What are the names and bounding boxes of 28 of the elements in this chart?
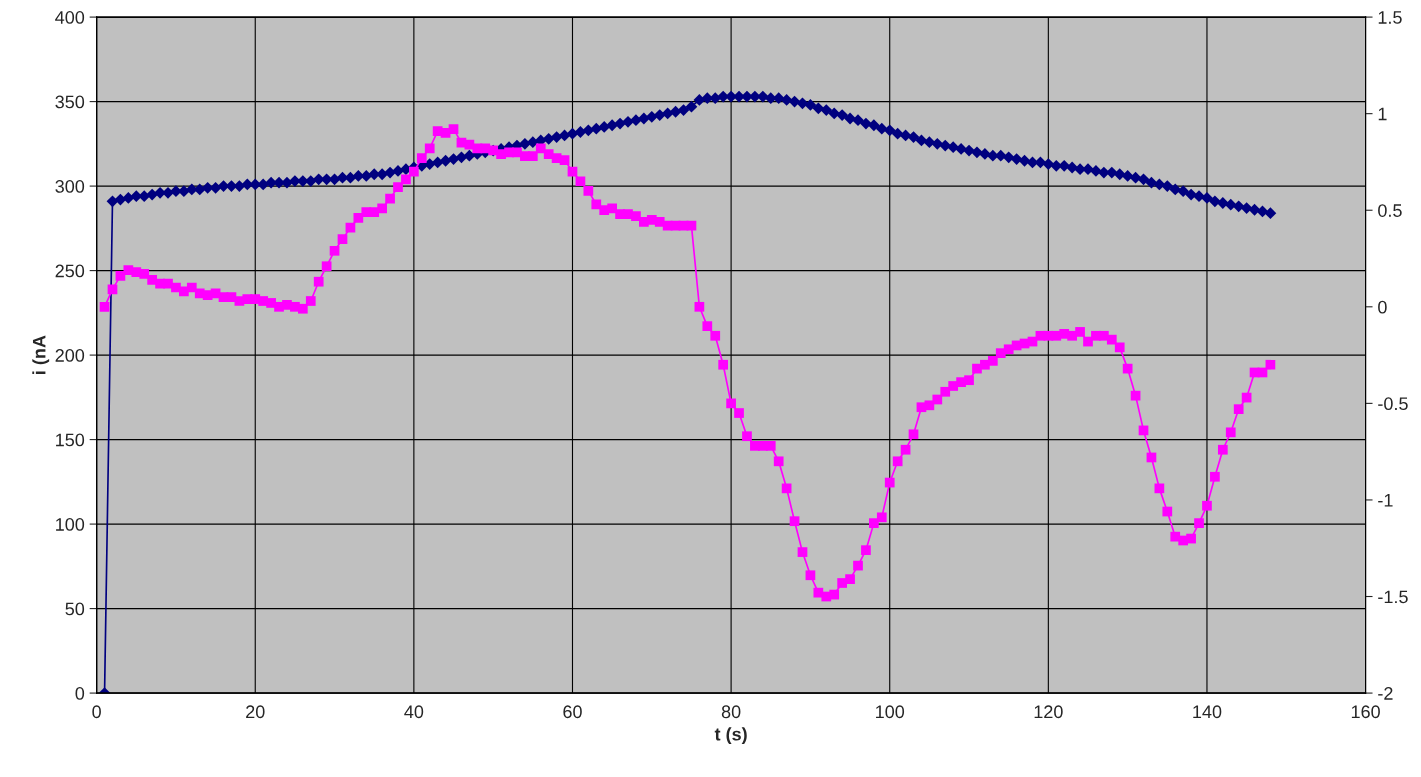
x-tick-label: 160	[1351, 705, 1380, 719]
x-tick-label: 100	[876, 705, 905, 719]
y-tick-label: 350	[55, 95, 85, 109]
x-tick-label: 140	[1193, 705, 1222, 719]
x-axis-title: t (s)	[714, 727, 747, 745]
x-tick-label: 0	[92, 705, 101, 719]
y-tick-label: 0	[75, 687, 85, 700]
y-tick-label: 200	[55, 349, 85, 362]
y-tick-label: 150	[56, 433, 85, 447]
y2-tick-label: 0	[1378, 300, 1387, 314]
y2-tick-label: 1	[1378, 107, 1387, 121]
y-tick-label: 50	[65, 602, 85, 616]
x-tick-label: 20	[246, 705, 265, 719]
y-tick-label: 250	[55, 264, 85, 278]
y2-tick-label: -2	[1378, 687, 1393, 700]
y-tick-label: 400	[55, 11, 85, 24]
y-tick-label: 300	[55, 180, 85, 193]
y-tick-label: 100	[56, 518, 85, 531]
x-tick-label: 40	[404, 705, 424, 719]
y2-tick-label: -1.5	[1378, 590, 1408, 604]
y-axis-title: i (nA	[32, 335, 50, 374]
y2-tick-label: 1.5	[1378, 11, 1402, 24]
y2-tick-label: -0.5	[1378, 397, 1408, 411]
x-tick-label: 120	[1034, 705, 1063, 719]
y2-tick-label: -1	[1378, 494, 1393, 507]
y2-tick-label: 0.5	[1378, 204, 1402, 217]
x-tick-label: 80	[721, 705, 741, 719]
x-tick-label: 60	[563, 705, 582, 719]
